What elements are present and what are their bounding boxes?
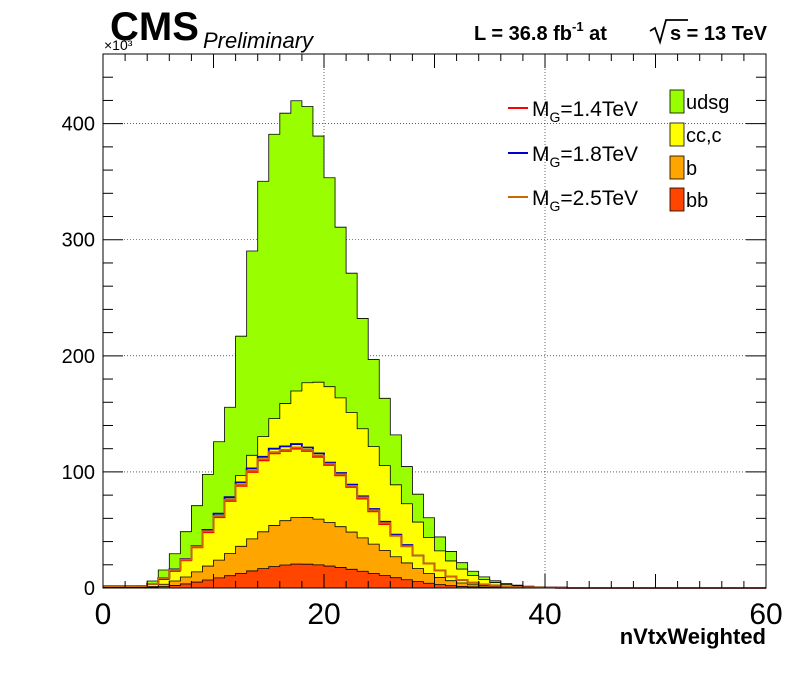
y-axis-multiplier: ×10³ <box>104 37 133 53</box>
lumi-prefix: L = 36.8 fb <box>474 23 572 45</box>
status-label: Preliminary <box>203 28 315 53</box>
x-tick-label: 20 <box>307 598 340 631</box>
legend-line-label: MG=1.4TeV <box>532 98 638 125</box>
x-axis-title: nVtxWeighted <box>620 624 766 649</box>
legend-fill-label: cc,c <box>686 125 722 147</box>
sqrt-icon <box>649 19 688 45</box>
legend-fill-swatch <box>669 122 685 147</box>
stacked-histogram <box>102 100 767 589</box>
x-tick-label: 40 <box>528 598 561 631</box>
x-tick-label: 0 <box>95 598 112 631</box>
lumi-exponent: -1 <box>572 19 584 34</box>
y-tick-label: 100 <box>62 462 95 484</box>
x-tick-label: 60 <box>749 598 782 631</box>
experiment-label: CMS <box>110 5 199 49</box>
y-tick-label: 400 <box>62 114 95 136</box>
axes: 0 20 40 60 0 100 200 300 400 <box>62 53 783 631</box>
legend-fill-swatch <box>669 187 685 212</box>
legend-line-label: MG=1.8TeV <box>532 143 638 170</box>
lumi-mid: at <box>584 23 608 45</box>
y-tick-label: 200 <box>62 346 95 368</box>
y-tick-label: 0 <box>84 578 95 600</box>
legend-fill-swatch <box>669 155 685 180</box>
legend-fill-swatch <box>669 89 685 114</box>
legend-line-label: MG=2.5TeV <box>532 187 638 214</box>
legend-fill-label: b <box>686 158 697 180</box>
luminosity-label: L = 36.8 fb-1 at <box>474 19 607 45</box>
stack-udsg-area <box>102 100 767 589</box>
y-tick-label: 300 <box>62 230 95 252</box>
legend-fill-label: bb <box>686 190 708 212</box>
legend-fill-label: udsg <box>686 92 729 114</box>
energy-label: s = 13 TeV <box>670 23 768 45</box>
